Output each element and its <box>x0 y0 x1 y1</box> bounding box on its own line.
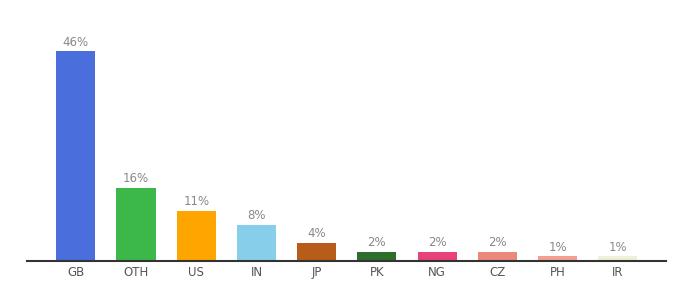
Text: 2%: 2% <box>368 236 386 249</box>
Text: 1%: 1% <box>609 241 627 254</box>
Bar <box>538 256 577 261</box>
Text: 16%: 16% <box>123 172 149 185</box>
Text: 2%: 2% <box>488 236 507 249</box>
Text: 2%: 2% <box>428 236 447 249</box>
Bar <box>478 252 517 261</box>
Bar <box>357 252 396 261</box>
Text: 4%: 4% <box>307 227 326 240</box>
Text: 1%: 1% <box>548 241 567 254</box>
Text: 46%: 46% <box>63 36 89 49</box>
Text: 8%: 8% <box>248 209 266 222</box>
Text: 11%: 11% <box>183 195 209 208</box>
Bar <box>116 188 156 261</box>
Bar <box>237 224 276 261</box>
Bar <box>598 256 637 261</box>
Bar <box>418 252 457 261</box>
Bar <box>177 211 216 261</box>
Bar <box>56 51 95 261</box>
Bar <box>297 243 337 261</box>
